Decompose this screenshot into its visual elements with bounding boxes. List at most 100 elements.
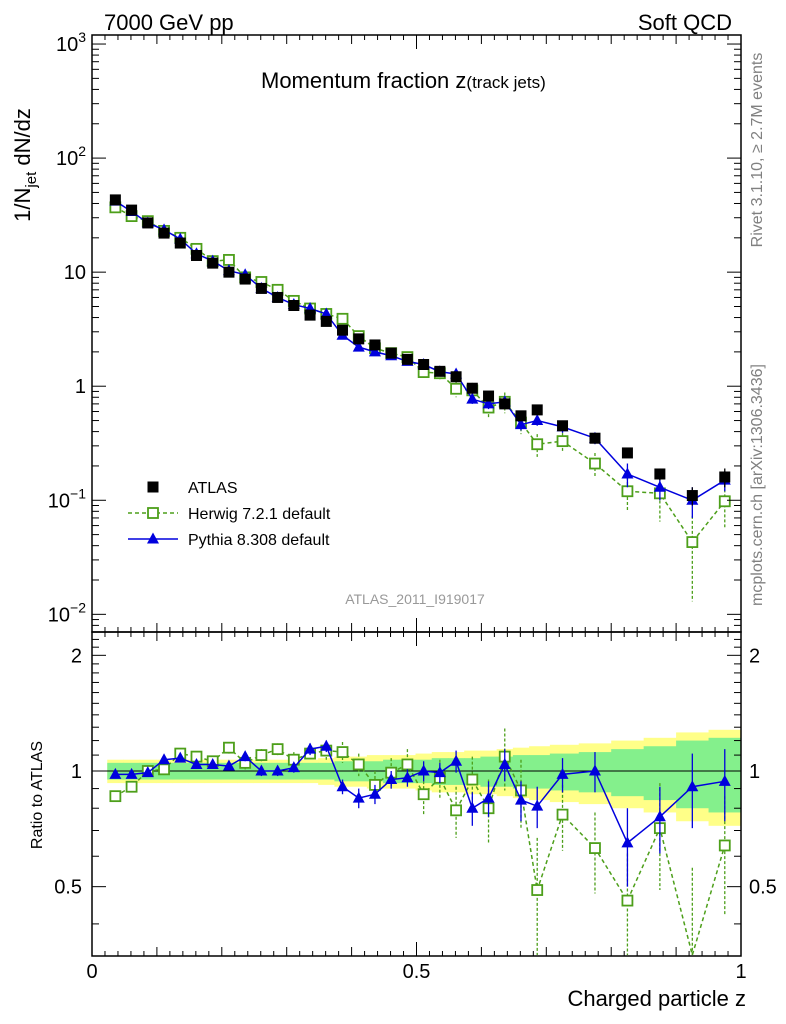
ratio-point bbox=[174, 751, 187, 763]
data-point bbox=[621, 467, 634, 479]
legend-entry: ATLAS bbox=[147, 480, 238, 497]
y-tick-label: 10 bbox=[64, 262, 86, 284]
data-point bbox=[450, 382, 462, 395]
header-process-label: Soft QCD bbox=[638, 10, 732, 35]
ratio-point bbox=[450, 754, 463, 766]
ratio-point bbox=[450, 804, 462, 817]
ratio-point bbox=[718, 774, 731, 786]
data-point bbox=[223, 266, 235, 278]
data-point bbox=[719, 471, 731, 483]
ratio-point bbox=[466, 773, 479, 786]
x-axis-label: Charged particle z bbox=[567, 986, 746, 1011]
ratio-point bbox=[589, 842, 601, 854]
data-point bbox=[401, 353, 413, 365]
data-point bbox=[320, 307, 333, 319]
data-point bbox=[255, 282, 267, 294]
series-2 bbox=[109, 194, 731, 518]
ratio-point bbox=[514, 793, 527, 805]
ratio-point bbox=[556, 808, 569, 821]
data-point bbox=[109, 194, 121, 206]
ratio-y-tick-label-left: 1 bbox=[71, 761, 82, 783]
legend-marker bbox=[147, 532, 159, 544]
ratio-point bbox=[531, 799, 544, 811]
ratio-point bbox=[222, 759, 235, 771]
data-point bbox=[589, 457, 601, 470]
ratio-point bbox=[287, 761, 300, 773]
data-point bbox=[686, 536, 699, 548]
y-tick-label: 102 bbox=[56, 143, 86, 170]
ratio-point bbox=[482, 791, 495, 803]
data-point bbox=[336, 312, 349, 325]
data-point bbox=[515, 410, 527, 422]
ratio-point bbox=[336, 780, 349, 792]
ratio-point bbox=[588, 764, 601, 776]
data-series bbox=[109, 194, 731, 958]
ratio-point bbox=[158, 763, 170, 776]
data-point bbox=[158, 227, 170, 239]
y-tick-label: 1 bbox=[75, 376, 86, 398]
data-point bbox=[288, 300, 300, 312]
ratio-point bbox=[368, 787, 381, 799]
data-point bbox=[589, 432, 601, 444]
data-point bbox=[304, 309, 316, 321]
ratio-point bbox=[109, 790, 122, 803]
data-point bbox=[369, 339, 381, 351]
data-point bbox=[368, 345, 381, 357]
series-line bbox=[114, 200, 726, 502]
data-point bbox=[531, 414, 544, 426]
data-point bbox=[223, 254, 235, 266]
ratio-point bbox=[556, 767, 569, 779]
y-tick-label: 10−1 bbox=[48, 485, 86, 512]
ratio-point bbox=[466, 801, 479, 813]
ratio-point bbox=[125, 780, 138, 793]
legend-label: Herwig 7.2.1 default bbox=[188, 506, 331, 523]
data-point bbox=[418, 359, 430, 371]
ratio-series-1 bbox=[109, 739, 731, 887]
ratio-point bbox=[718, 839, 731, 852]
data-point bbox=[514, 418, 527, 430]
ratio-point bbox=[621, 836, 634, 848]
ratio-point bbox=[352, 791, 365, 803]
ratio-point bbox=[239, 750, 252, 762]
y-tick-label: 103 bbox=[56, 29, 86, 56]
ratio-band-inner bbox=[480, 756, 498, 787]
svg-text:Ratio to ATLAS: Ratio to ATLAS bbox=[29, 741, 46, 849]
ratio-point bbox=[255, 749, 268, 761]
data-point bbox=[353, 333, 365, 345]
data-point bbox=[718, 495, 731, 508]
data-point bbox=[531, 404, 543, 416]
ratio-point bbox=[141, 766, 154, 778]
ratio-point bbox=[417, 788, 430, 801]
ratio-point bbox=[190, 757, 203, 769]
ratio-point bbox=[320, 739, 333, 751]
ratio-point bbox=[433, 766, 446, 778]
ratio-point bbox=[304, 742, 317, 754]
header-beam-label: 7000 GeV pp bbox=[104, 10, 234, 35]
ratio-point bbox=[401, 758, 414, 771]
data-point bbox=[621, 485, 634, 498]
svg-text:mcplots.cern.ch [arXiv:1306.34: mcplots.cern.ch [arXiv:1306.3436] bbox=[749, 364, 766, 606]
ratio-y-tick-label-right: 0.5 bbox=[749, 877, 777, 899]
data-point bbox=[142, 217, 154, 229]
legend: ATLAS Herwig 7.2.1 default Pythia 8.308 de… bbox=[128, 480, 331, 549]
ratio-y-tick-label-left: 2 bbox=[71, 645, 82, 667]
legend-marker bbox=[147, 507, 159, 519]
ratio-point bbox=[223, 741, 235, 754]
svg-text:1/Njet dN/dz: 1/Njet dN/dz bbox=[10, 108, 40, 222]
rivet-version-label: Rivet 3.1.10, ≥ 2.7M events bbox=[749, 53, 766, 248]
legend-entry: Herwig 7.2.1 default bbox=[128, 506, 331, 523]
data-point bbox=[621, 447, 633, 459]
ratio-point bbox=[653, 810, 666, 822]
data-point bbox=[556, 435, 569, 448]
ratio-point bbox=[158, 753, 171, 765]
data-point bbox=[466, 382, 478, 394]
ratio-point bbox=[417, 764, 430, 776]
data-point bbox=[686, 490, 698, 502]
ratio-point bbox=[206, 757, 219, 769]
ratio-band-inner bbox=[529, 755, 551, 789]
ratio-point bbox=[352, 758, 365, 771]
x-tick-labels: 0 0.5 1 bbox=[86, 961, 746, 983]
data-point bbox=[239, 273, 251, 285]
data-point bbox=[654, 468, 666, 480]
